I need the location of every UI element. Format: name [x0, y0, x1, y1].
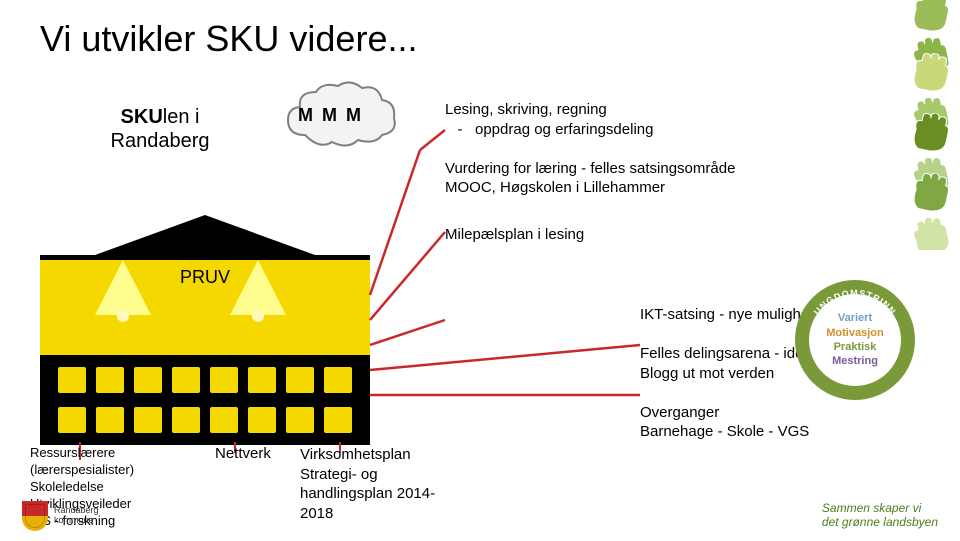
shield-icon — [22, 501, 48, 531]
text-line: (lærerspesialister) — [30, 462, 134, 479]
school-icon: PRUV — [40, 215, 370, 445]
text-line: Lesing, skriving, regning — [445, 100, 735, 120]
text-line: - oppdrag og erfaringsdeling — [445, 120, 735, 140]
text-line: handlingsplan 2014- — [300, 484, 470, 504]
text-line: Overganger — [640, 403, 836, 423]
school-label-bold: SKU — [121, 106, 163, 128]
text-line: Milepælsplan i lesing — [445, 225, 584, 245]
badge-word-4: Mestring — [832, 354, 878, 368]
cloud-label: M M M — [298, 105, 363, 126]
ungdomstrinn-badge: UNGDOMSTRINN I UTVIKLING Variert Motivas… — [795, 280, 915, 400]
text-block-top: Lesing, skriving, regning - oppdrag og e… — [445, 100, 735, 198]
slogan: Sammen skaper videt grønne landsbyen — [822, 501, 938, 529]
text-line: Strategi- og — [300, 465, 470, 485]
kommune-logo: Randaberg kommune — [22, 501, 99, 531]
text-line: MOOC, Høgskolen i Lillehammer — [445, 178, 735, 198]
text-line: Barnehage - Skole - VGS — [640, 422, 836, 442]
page-title: Vi utvikler SKU videre... — [40, 18, 417, 60]
text-line: Vurdering for læring - felles satsingsom… — [445, 159, 735, 179]
text-block-milepael: Milepælsplan i lesing — [445, 225, 584, 245]
text-block-virksomhet: VirksomhetsplanStrategi- oghandlingsplan… — [300, 445, 470, 523]
text-line: Skoleledelse — [30, 479, 134, 496]
text-line: Ressurslærere — [30, 445, 134, 462]
hands-decoration — [870, 0, 960, 250]
text-line: Virksomhetsplan — [300, 445, 470, 465]
text-line: 2018 — [300, 504, 470, 524]
nettverk-label: Nettverk — [215, 445, 271, 462]
pruv-label: PRUV — [40, 267, 370, 288]
badge-word-3: Praktisk — [834, 340, 877, 354]
kommune-sub: kommune — [54, 516, 99, 526]
school-label: SKUlen iRandaberg — [95, 105, 225, 153]
badge-word-1: Variert — [838, 311, 872, 325]
hand-icon — [902, 210, 960, 250]
text-line — [445, 139, 735, 159]
badge-word-2: Motivasjon — [826, 326, 883, 340]
